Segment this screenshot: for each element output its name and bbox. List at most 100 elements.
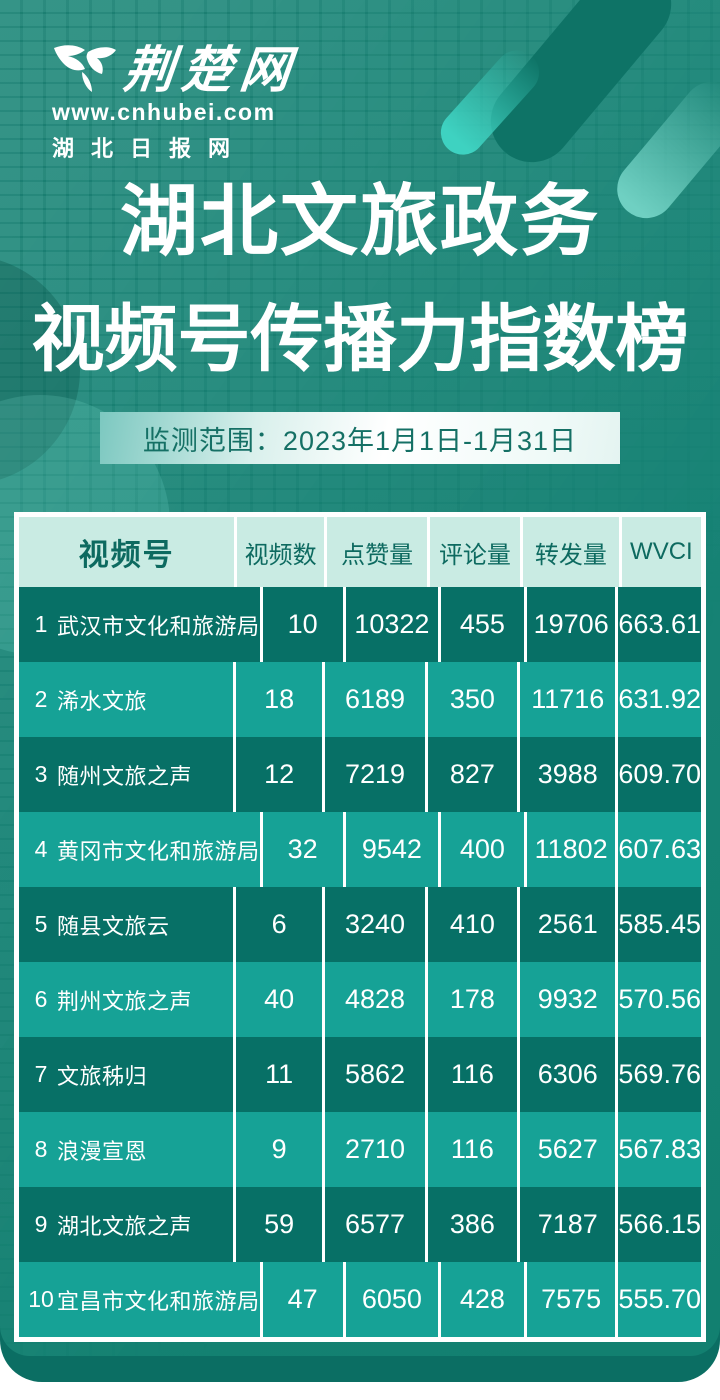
wvci-value: 566.15 bbox=[618, 1187, 701, 1262]
table-row: 1 武汉市文化和旅游局 10 10322 455 19706 663.61 bbox=[19, 587, 701, 662]
likes-value: 6577 bbox=[325, 1187, 425, 1262]
wvci-value: 555.70 bbox=[618, 1262, 701, 1337]
account-name: 随州文旅之声 bbox=[57, 763, 193, 789]
rank-number: 9 bbox=[34, 1211, 48, 1237]
comments-value: 428 bbox=[440, 1262, 524, 1337]
account-name: 荆州文旅之声 bbox=[57, 988, 193, 1014]
rank-number: 6 bbox=[34, 986, 48, 1012]
wvci-value: 607.63 bbox=[618, 812, 701, 887]
rank-number: 8 bbox=[34, 1136, 48, 1162]
monitoring-range-banner: 监测范围：2023年1月1日-1月31日 bbox=[100, 412, 620, 464]
account-cell: 8 浪漫宣恩 bbox=[19, 1112, 233, 1187]
comments-value: 350 bbox=[427, 662, 518, 737]
videos-value: 18 bbox=[235, 662, 323, 737]
shares-value: 9932 bbox=[520, 962, 616, 1037]
likes-value: 4828 bbox=[325, 962, 425, 1037]
table-row: 10 宜昌市文化和旅游局 47 6050 428 7575 555.70 bbox=[19, 1262, 701, 1337]
videos-value: 40 bbox=[235, 962, 323, 1037]
shares-value: 6306 bbox=[520, 1037, 616, 1112]
wvci-value: 663.61 bbox=[618, 587, 701, 662]
videos-value: 11 bbox=[235, 1037, 323, 1112]
account-name: 武汉市文化和旅游局 bbox=[57, 613, 260, 639]
shares-value: 7187 bbox=[520, 1187, 616, 1262]
wvci-value: 567.83 bbox=[618, 1112, 701, 1187]
title-line2: 视频号传播力指数榜 bbox=[31, 299, 689, 380]
videos-value: 10 bbox=[262, 587, 343, 662]
account-name: 文旅秭归 bbox=[57, 1063, 148, 1089]
shares-value: 7575 bbox=[526, 1262, 616, 1337]
likes-value: 2710 bbox=[325, 1112, 425, 1187]
account-cell: 2 浠水文旅 bbox=[19, 662, 233, 737]
rank-number: 4 bbox=[34, 836, 48, 862]
comments-value: 400 bbox=[440, 812, 524, 887]
header-comments: 评论量 bbox=[429, 517, 520, 587]
account-name: 宜昌市文化和旅游局 bbox=[57, 1288, 260, 1314]
header-likes: 点赞量 bbox=[327, 517, 427, 587]
ranking-table: 视频号 视频数 点赞量 评论量 转发量 WVCI 1 武汉市文化和旅游局 10 … bbox=[14, 512, 706, 1342]
rank-number: 2 bbox=[34, 686, 48, 712]
comments-value: 178 bbox=[427, 962, 518, 1037]
title-line1: 湖北文旅政务 bbox=[119, 178, 600, 265]
table-header-row: 视频号 视频数 点赞量 评论量 转发量 WVCI bbox=[19, 517, 701, 587]
comments-value: 386 bbox=[427, 1187, 518, 1262]
likes-value: 3240 bbox=[325, 887, 425, 962]
header-videos: 视频数 bbox=[237, 517, 325, 587]
videos-value: 6 bbox=[235, 887, 323, 962]
table-row: 3 随州文旅之声 12 7219 827 3988 609.70 bbox=[19, 737, 701, 812]
table-row: 8 浪漫宣恩 9 2710 116 5627 567.83 bbox=[19, 1112, 701, 1187]
videos-value: 12 bbox=[235, 737, 323, 812]
comments-value: 827 bbox=[427, 737, 518, 812]
comments-value: 410 bbox=[427, 887, 518, 962]
logo-subtitle: 湖北日报网 bbox=[52, 136, 248, 161]
shares-value: 3988 bbox=[520, 737, 616, 812]
videos-value: 47 bbox=[262, 1262, 343, 1337]
table-row: 9 湖北文旅之声 59 6577 386 7187 566.15 bbox=[19, 1187, 701, 1262]
account-cell: 10 宜昌市文化和旅游局 bbox=[19, 1262, 260, 1337]
account-cell: 9 湖北文旅之声 bbox=[19, 1187, 233, 1262]
account-cell: 6 荆州文旅之声 bbox=[19, 962, 233, 1037]
account-cell: 5 随县文旅云 bbox=[19, 887, 233, 962]
wvci-value: 569.76 bbox=[618, 1037, 701, 1112]
likes-value: 5862 bbox=[325, 1037, 425, 1112]
account-name: 黄冈市文化和旅游局 bbox=[57, 838, 260, 864]
table-row: 2 浠水文旅 18 6189 350 11716 631.92 bbox=[19, 662, 701, 737]
bird-icon bbox=[54, 45, 116, 92]
likes-value: 9542 bbox=[345, 812, 438, 887]
shares-value: 11716 bbox=[520, 662, 616, 737]
account-name: 随县文旅云 bbox=[57, 913, 170, 939]
rank-number: 3 bbox=[34, 761, 48, 787]
rank-number: 5 bbox=[34, 911, 48, 937]
comments-value: 116 bbox=[427, 1112, 518, 1187]
header-account: 视频号 bbox=[19, 517, 235, 587]
rank-number: 10 bbox=[28, 1286, 54, 1312]
account-cell: 7 文旅秭归 bbox=[19, 1037, 233, 1112]
rank-number: 7 bbox=[34, 1061, 48, 1087]
comments-value: 116 bbox=[427, 1037, 518, 1112]
monitoring-range-text: 监测范围：2023年1月1日-1月31日 bbox=[142, 425, 578, 456]
wvci-value: 631.92 bbox=[618, 662, 701, 737]
likes-value: 10322 bbox=[345, 587, 438, 662]
header-shares: 转发量 bbox=[522, 517, 619, 587]
shares-value: 19706 bbox=[526, 587, 616, 662]
site-logo: 荆楚网 www.cnhubei.com 湖北日报网 bbox=[52, 42, 301, 163]
table-row: 6 荆州文旅之声 40 4828 178 9932 570.56 bbox=[19, 962, 701, 1037]
comments-value: 455 bbox=[440, 587, 524, 662]
shares-value: 11802 bbox=[526, 812, 616, 887]
account-name: 浪漫宣恩 bbox=[57, 1138, 148, 1164]
table-row: 4 黄冈市文化和旅游局 32 9542 400 11802 607.63 bbox=[19, 812, 701, 887]
header-wvci: WVCI bbox=[621, 517, 701, 587]
shares-value: 2561 bbox=[520, 887, 616, 962]
poster-title: 湖北文旅政务 视频号传播力指数榜 bbox=[0, 168, 720, 396]
account-cell: 4 黄冈市文化和旅游局 bbox=[19, 812, 260, 887]
logo-name: 荆楚网 bbox=[121, 42, 301, 98]
table-row: 7 文旅秭归 11 5862 116 6306 569.76 bbox=[19, 1037, 701, 1112]
videos-value: 59 bbox=[235, 1187, 323, 1262]
account-name: 湖北文旅之声 bbox=[57, 1213, 193, 1239]
wvci-value: 609.70 bbox=[618, 737, 701, 812]
wvci-value: 570.56 bbox=[618, 962, 701, 1037]
likes-value: 7219 bbox=[325, 737, 425, 812]
main-card: 荆楚网 www.cnhubei.com 湖北日报网 湖北文旅政务 视频号传播力指… bbox=[0, 0, 720, 1356]
rank-number: 1 bbox=[34, 611, 48, 637]
account-cell: 1 武汉市文化和旅游局 bbox=[19, 587, 260, 662]
